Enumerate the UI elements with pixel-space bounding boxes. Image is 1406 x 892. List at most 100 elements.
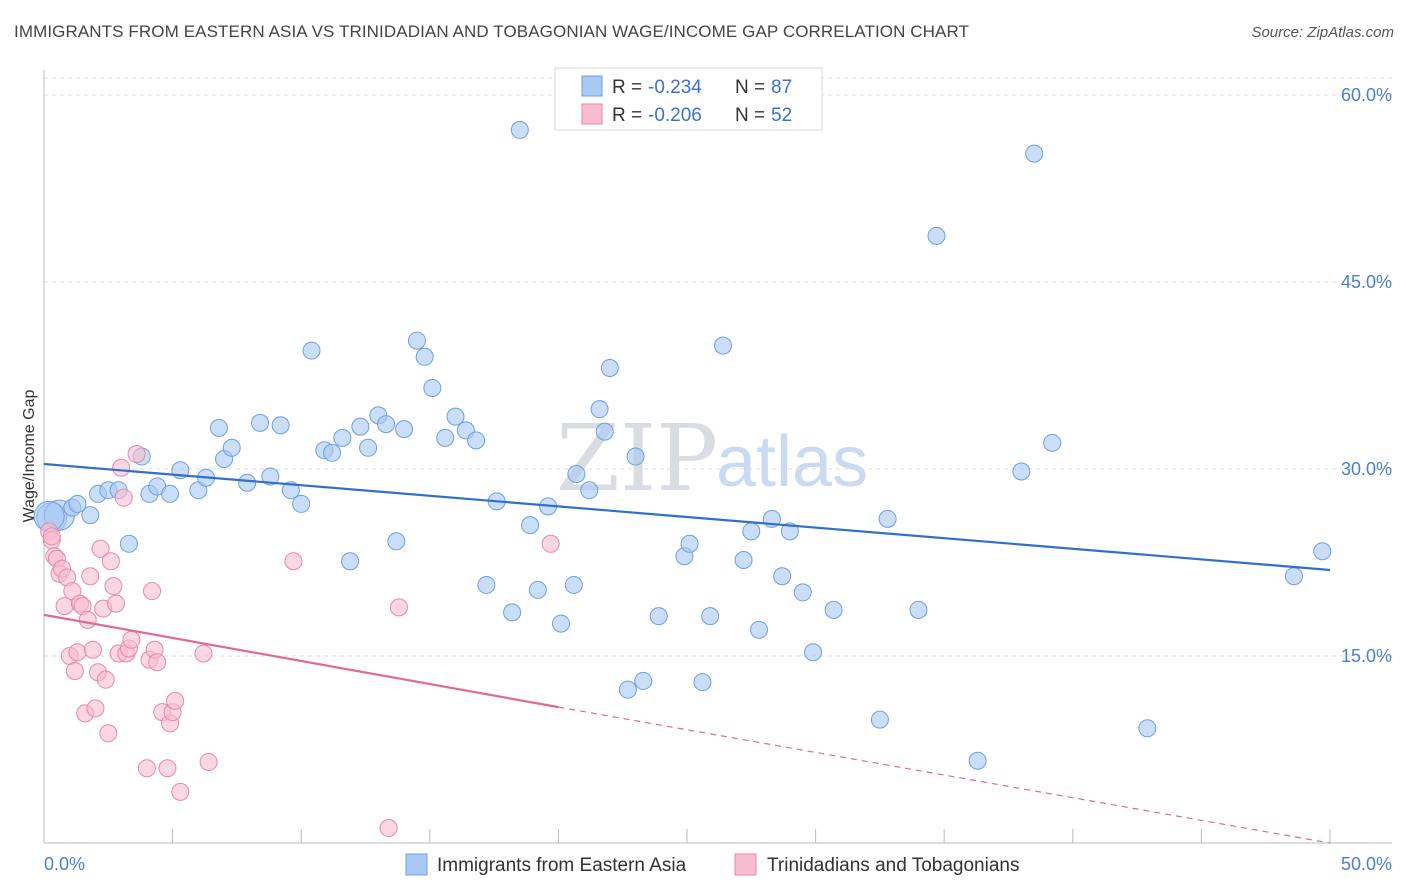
point-eastern-asia <box>780 522 799 541</box>
point-eastern-asia <box>323 443 342 462</box>
point-eastern-asia <box>909 600 928 619</box>
point-eastern-asia <box>423 378 442 397</box>
point-trinidadian <box>96 670 115 689</box>
point-eastern-asia <box>1284 567 1303 586</box>
point-eastern-asia <box>927 226 946 245</box>
point-eastern-asia <box>81 506 100 525</box>
x-tick-label-max: 50.0% <box>1341 854 1392 874</box>
point-trinidadian <box>99 724 118 743</box>
point-eastern-asia <box>734 551 753 570</box>
point-eastern-asia <box>1313 542 1332 561</box>
point-eastern-asia <box>209 418 228 437</box>
trend-lines <box>43 462 1331 844</box>
point-trinidadian <box>42 527 61 546</box>
bottom-legend-swatch-trinidadian <box>734 853 757 876</box>
point-eastern-asia <box>395 420 414 439</box>
y-axis-label: Wage/Income Gap <box>21 390 38 523</box>
point-eastern-asia <box>407 331 426 350</box>
point-eastern-asia <box>626 447 645 466</box>
point-trinidadian <box>83 640 102 659</box>
point-eastern-asia <box>281 481 300 500</box>
point-eastern-asia <box>292 494 311 513</box>
point-eastern-asia <box>446 407 465 426</box>
legend-n-value-2: 52 <box>771 105 792 126</box>
point-eastern-asia <box>595 422 614 441</box>
point-trinidadian <box>199 752 218 771</box>
point-eastern-asia <box>824 600 843 619</box>
point-eastern-asia <box>580 481 599 500</box>
series-eastern-asia-points <box>33 120 1332 770</box>
point-trinidadian <box>166 691 185 710</box>
legend-r-label-2: R = <box>612 105 642 126</box>
point-trinidadian <box>389 598 408 617</box>
point-eastern-asia <box>714 336 733 355</box>
x-tick-label-min: 0.0% <box>44 854 85 874</box>
legend-r-label-1: R = <box>612 77 642 98</box>
point-eastern-asia <box>1025 144 1044 163</box>
point-trinidadian <box>112 458 131 477</box>
point-eastern-asia <box>521 516 540 535</box>
point-eastern-asia <box>387 532 406 551</box>
point-trinidadian <box>541 534 560 553</box>
point-eastern-asia <box>68 494 87 513</box>
point-trinidadian <box>101 552 120 571</box>
point-trinidadian <box>65 661 84 680</box>
point-eastern-asia <box>467 431 486 450</box>
point-eastern-asia <box>968 751 987 770</box>
grid-lines <box>44 77 1392 657</box>
point-eastern-asia <box>870 710 889 729</box>
point-eastern-asia <box>377 415 396 434</box>
point-eastern-asia <box>564 575 583 594</box>
point-eastern-asia <box>415 347 434 366</box>
series-legend: Immigrants from Eastern Asia Trinidadian… <box>405 853 1019 876</box>
legend-n-value-1: 87 <box>771 77 792 98</box>
point-eastern-asia <box>680 534 699 553</box>
point-eastern-asia <box>359 438 378 457</box>
point-trinidadian <box>86 699 105 718</box>
y-tick-labels: 15.0% 30.0% 45.0% 60.0% <box>1341 85 1392 666</box>
point-trinidadian <box>379 819 398 838</box>
trend-line-eastern-asia <box>43 462 1331 572</box>
point-trinidadian <box>158 759 177 778</box>
legend-n-label-2: N = <box>735 105 765 126</box>
point-eastern-asia <box>333 428 352 447</box>
point-eastern-asia <box>528 580 547 599</box>
legend-r-value-2: -0.206 <box>648 105 702 126</box>
point-eastern-asia <box>302 341 321 360</box>
y-tick-label: 15.0% <box>1341 646 1392 666</box>
correlation-legend: R = -0.234 N = 87 R = -0.206 N = 52 <box>554 67 823 131</box>
trend-line-trinidadian-extension <box>558 706 1331 844</box>
legend-r-value-1: -0.234 <box>648 77 702 98</box>
chart-title: IMMIGRANTS FROM EASTERN ASIA VS TRINIDAD… <box>14 22 970 41</box>
source-attribution: Source: ZipAtlas.com <box>1251 24 1394 41</box>
point-eastern-asia <box>878 509 897 528</box>
point-trinidadian <box>91 539 110 558</box>
legend-swatch-eastern-asia <box>581 75 603 97</box>
point-eastern-asia <box>1012 462 1031 481</box>
point-eastern-asia <box>351 417 370 436</box>
point-trinidadian <box>137 759 156 778</box>
point-eastern-asia <box>271 416 290 435</box>
point-eastern-asia <box>510 120 529 139</box>
watermark-atlas: atlas <box>716 422 868 502</box>
point-eastern-asia <box>477 575 496 594</box>
point-eastern-asia <box>793 583 812 602</box>
point-eastern-asia <box>551 614 570 633</box>
y-tick-label: 45.0% <box>1341 272 1392 292</box>
point-eastern-asia <box>750 620 769 639</box>
point-trinidadian <box>107 594 126 613</box>
point-eastern-asia <box>341 552 360 571</box>
bottom-legend-swatch-eastern-asia <box>405 853 428 876</box>
point-eastern-asia <box>693 673 712 692</box>
point-eastern-asia <box>1043 433 1062 452</box>
bottom-legend-label-eastern-asia: Immigrants from Eastern Asia <box>437 855 687 876</box>
point-trinidadian <box>127 445 146 464</box>
x-ticks <box>43 829 1331 843</box>
point-eastern-asia <box>503 603 522 622</box>
point-eastern-asia <box>618 680 637 699</box>
point-trinidadian <box>194 644 213 663</box>
point-trinidadian <box>122 630 141 649</box>
point-trinidadian <box>143 582 162 601</box>
point-eastern-asia <box>600 359 619 378</box>
